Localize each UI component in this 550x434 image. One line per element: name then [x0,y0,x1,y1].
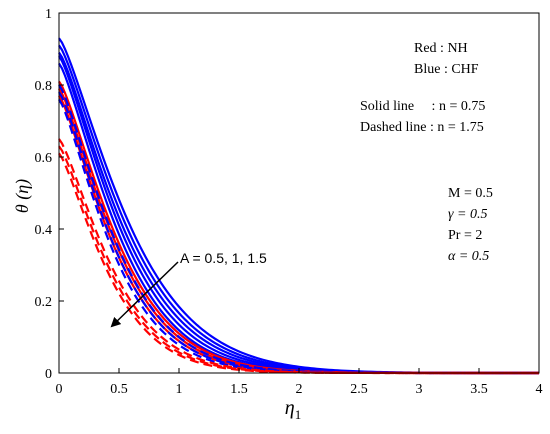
x-axis-ticks: 0 0.5 1 1.5 2 2.5 3 3.5 4 [56,368,543,397]
legend-note-red: Red : NH [414,41,468,56]
y-tick-label: 0.6 [35,151,53,166]
x-tick-label: 0.5 [110,382,128,397]
y-tick-label: 0 [45,367,52,382]
y-tick-label: 1 [45,7,52,22]
legend-note-dashed: Dashed line : n = 1.75 [360,120,484,135]
parameter-pr: Pr = 2 [448,228,482,243]
parameter-alpha: α = 0.5 [448,249,489,264]
parameter-m: M = 0.5 [448,186,493,201]
legend-note-solid: Solid line : n = 0.75 [360,99,485,114]
x-axis-label: η1 [285,397,301,422]
direction-arrow [110,261,179,328]
x-tick-label: 3 [416,382,423,397]
arrow-label: A = 0.5, 1, 1.5 [180,250,267,266]
x-tick-label: 1.5 [230,382,248,397]
y-axis-label: θ (η) [12,179,33,213]
legend-note-blue: Blue : CHF [414,62,479,77]
x-tick-label: 2 [296,382,303,397]
x-tick-label: 1 [176,382,183,397]
y-tick-label: 0.8 [35,79,53,94]
y-tick-label: 0.4 [35,223,53,238]
x-axis-label-subscript: 1 [295,407,302,422]
x-tick-label: 3.5 [470,382,488,397]
parameter-gamma: γ = 0.5 [448,207,487,222]
x-tick-label: 4 [536,382,543,397]
x-tick-label: 0 [56,382,63,397]
y-tick-label: 0.2 [35,295,53,310]
y-axis-ticks: 0 0.2 0.4 0.6 0.8 1 [35,7,64,382]
x-tick-label: 2.5 [350,382,368,397]
